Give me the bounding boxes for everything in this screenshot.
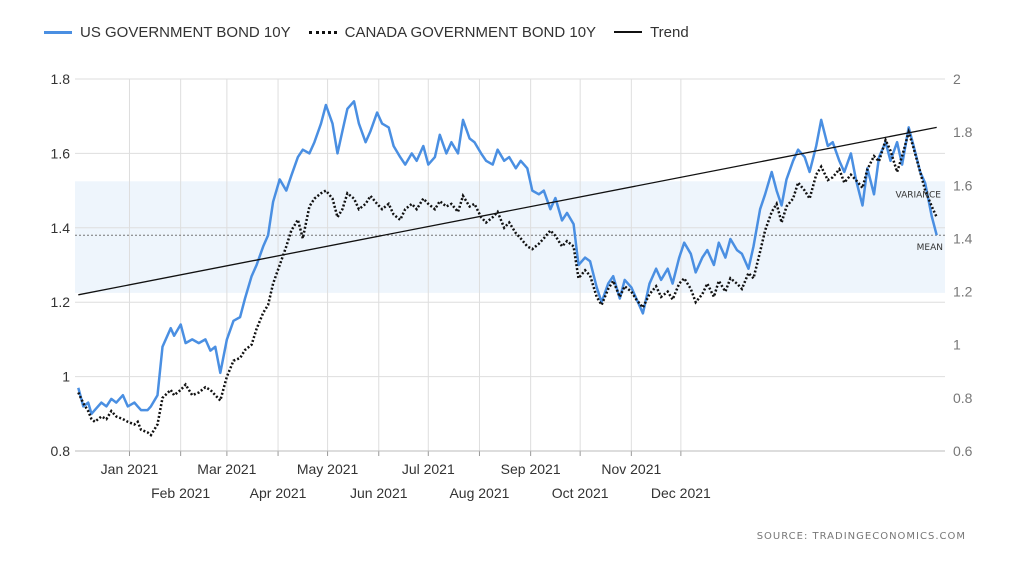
left-axis-label: 0.8 — [51, 443, 71, 459]
legend-swatch-us-bond — [44, 30, 72, 34]
series-line-trend — [78, 126, 937, 296]
right-axis-label: 0.6 — [953, 443, 973, 459]
chart-legend: US GOVERNMENT BOND 10Y CANADA GOVERNMENT… — [44, 21, 707, 43]
left-axis-label: 1.8 — [51, 71, 71, 87]
legend-label-canada-bond: CANADA GOVERNMENT BOND 10Y — [344, 23, 597, 41]
legend-label-trend: Trend — [650, 23, 689, 41]
right-axis-label: 1.4 — [953, 230, 973, 246]
x-tick-label: Mar 2021 — [197, 461, 256, 477]
right-axis-label: 1 — [953, 337, 961, 353]
x-tick-label: Dec 2021 — [651, 485, 711, 501]
mean-label: MEAN — [917, 243, 943, 253]
x-tick-label: Jun 2021 — [350, 485, 408, 501]
x-tick-label: Oct 2021 — [552, 485, 609, 501]
right-axis-label: 1.2 — [953, 284, 973, 300]
right-axis-label: 0.8 — [953, 390, 973, 406]
x-tick-label: Apr 2021 — [250, 485, 307, 501]
left-axis-label: 1 — [62, 369, 70, 385]
legend-item-trend[interactable]: Trend — [614, 24, 689, 41]
right-axis-label: 1.8 — [953, 124, 973, 140]
right-axis-label: 2 — [953, 71, 961, 87]
legend-item-canada-bond[interactable]: CANADA GOVERNMENT BOND 10Y — [308, 23, 597, 41]
variance-label: VARIANCE — [895, 190, 941, 200]
legend-swatch-trend — [614, 31, 643, 33]
legend-label-us-bond: US GOVERNMENT BOND 10Y — [80, 23, 291, 41]
x-tick-label: Aug 2021 — [449, 485, 509, 501]
x-tick-label: May 2021 — [297, 461, 359, 477]
left-axis-label: 1.6 — [51, 145, 71, 161]
left-axis-label: 1.4 — [51, 220, 71, 236]
x-tick-label: Jan 2021 — [101, 461, 159, 477]
variance-band — [75, 181, 945, 293]
legend-swatch-canada-bond — [308, 30, 337, 34]
x-tick-label: Nov 2021 — [601, 461, 661, 477]
series-line-us-bond — [77, 100, 938, 416]
x-tick-label: Jul 2021 — [402, 461, 455, 477]
x-tick-label: Feb 2021 — [151, 485, 210, 501]
legend-item-us-bond[interactable]: US GOVERNMENT BOND 10Y — [44, 24, 291, 41]
left-axis-label: 1.2 — [51, 294, 71, 310]
right-axis-label: 1.6 — [953, 177, 973, 193]
x-tick-label: Sep 2021 — [501, 461, 561, 477]
source-attribution[interactable]: SOURCE: TRADINGECONOMICS.COM — [756, 531, 966, 542]
series-line-canada-bond — [77, 127, 938, 437]
